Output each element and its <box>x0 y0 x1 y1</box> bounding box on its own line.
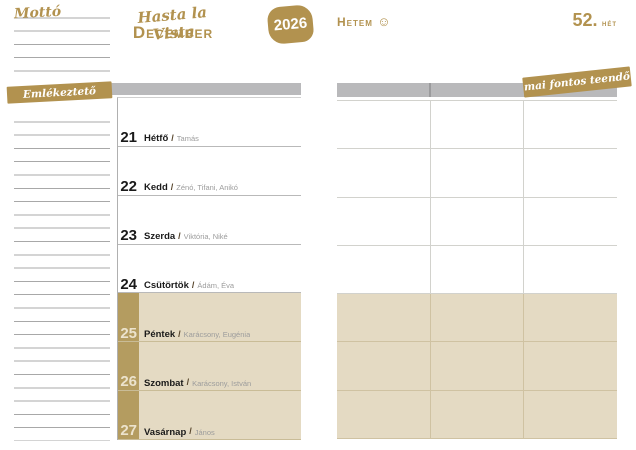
nameday-names: Viktória, Niké <box>183 232 228 242</box>
day-separator: / <box>178 230 181 241</box>
day-number: 24 <box>120 275 137 293</box>
day-row-saturday: 26 Szombat / Karácsony, István <box>118 342 301 392</box>
todo-cell <box>337 390 431 438</box>
year-badge: 2026 <box>266 4 315 45</box>
day-name: Péntek <box>144 328 176 340</box>
day-row-tuesday: 22 Kedd / Zénó, Tifani, Anikó <box>118 147 301 196</box>
year-badge-label: 2026 <box>273 14 308 35</box>
todo-cell <box>431 101 525 149</box>
day-name: Vasárnap <box>144 426 187 438</box>
day-number: 27 <box>118 391 139 440</box>
todo-cell <box>337 149 431 197</box>
day-number: 26 <box>118 342 139 391</box>
hetem-text: Hetem <box>337 15 373 29</box>
day-number: 22 <box>120 177 137 195</box>
day-label: Csütörtök / Ádám, Éva <box>139 245 301 293</box>
todo-cell <box>431 149 525 197</box>
day-separator: / <box>191 279 195 290</box>
todo-row <box>337 294 617 343</box>
day-row-thursday: 24 Csütörtök / Ádám, Éva <box>118 245 301 294</box>
week-number-group: 52. hét <box>573 10 617 31</box>
nameday-names: Ádám, Éva <box>197 280 235 290</box>
reminder-ruled-lines <box>14 109 110 441</box>
todo-cell <box>431 197 525 245</box>
nameday-names: Karácsony, István <box>192 378 252 388</box>
day-separator: / <box>170 182 174 193</box>
todo-row <box>337 101 617 150</box>
day-separator: / <box>189 426 192 437</box>
month-title: December <box>132 23 214 42</box>
todo-cell <box>337 294 431 342</box>
motto-label: Mottó <box>13 3 62 23</box>
day-number: 23 <box>120 226 137 244</box>
day-number: 21 <box>120 129 137 147</box>
column-tick <box>429 83 431 97</box>
todo-cell <box>524 149 617 196</box>
reminder-banner-label: Emlékeztető <box>22 84 97 101</box>
todo-cell <box>431 390 525 438</box>
day-row-sunday: 27 Vasárnap / János <box>118 391 301 441</box>
day-name: Kedd <box>144 182 168 194</box>
hetem-label: Hetem ☺ <box>337 14 391 29</box>
motto-ruled-lines <box>14 5 110 73</box>
todo-cell <box>431 294 525 342</box>
todo-cell <box>524 391 617 438</box>
day-name: Hétfő <box>144 133 169 145</box>
day-separator: / <box>171 133 174 144</box>
nameday-names: Karácsony, Eugénia <box>183 329 251 339</box>
day-label: Kedd / Zénó, Tifani, Anikó <box>139 147 301 195</box>
todo-cell <box>431 342 525 390</box>
day-label: Szombat / Karácsony, István <box>139 342 301 390</box>
todo-cell <box>337 101 431 149</box>
smiley-icon: ☺ <box>377 14 391 29</box>
day-name: Szerda <box>144 231 176 243</box>
todo-cell <box>524 101 617 148</box>
todo-cell <box>337 342 431 390</box>
todo-row <box>337 342 617 391</box>
day-name: Csütörtök <box>144 280 189 292</box>
nameday-names: Tamás <box>176 134 199 144</box>
todo-grid <box>337 100 617 439</box>
todo-cell <box>524 342 617 389</box>
day-label: Péntek / Karácsony, Eugénia <box>139 293 301 341</box>
todo-cell <box>337 245 431 294</box>
week-unit: hét <box>602 18 617 28</box>
todo-cell <box>337 197 431 245</box>
week-number: 52. <box>572 10 598 30</box>
todo-row <box>337 149 617 198</box>
day-label: Vasárnap / János <box>139 391 301 439</box>
day-row-friday: 25 Péntek / Karácsony, Eugénia <box>118 293 301 343</box>
day-label: Hétfő / Tamás <box>139 98 301 146</box>
day-name: Szombat <box>144 377 184 389</box>
todo-row <box>337 245 617 295</box>
todo-cell <box>524 198 617 245</box>
todo-cell <box>524 294 617 341</box>
day-row-monday: 21 Hétfő / Tamás <box>118 98 301 147</box>
day-label: Szerda / Viktória, Niké <box>139 196 301 244</box>
day-row-wednesday: 23 Szerda / Viktória, Niké <box>118 196 301 245</box>
todo-row <box>337 197 617 246</box>
week-day-list: 21 Hétfő / Tamás 22 Kedd / Zénó, Tifani,… <box>117 97 301 441</box>
nameday-names: János <box>194 427 215 437</box>
reminder-banner: Emlékeztető <box>6 81 113 104</box>
todo-cell <box>431 245 525 294</box>
day-number: 25 <box>118 293 139 342</box>
todo-row <box>337 390 617 439</box>
week-header-bar <box>110 83 301 95</box>
todo-cell <box>524 246 617 293</box>
day-separator: / <box>178 328 181 339</box>
nameday-names: Zénó, Tifani, Anikó <box>176 183 238 193</box>
day-separator: / <box>186 377 190 388</box>
